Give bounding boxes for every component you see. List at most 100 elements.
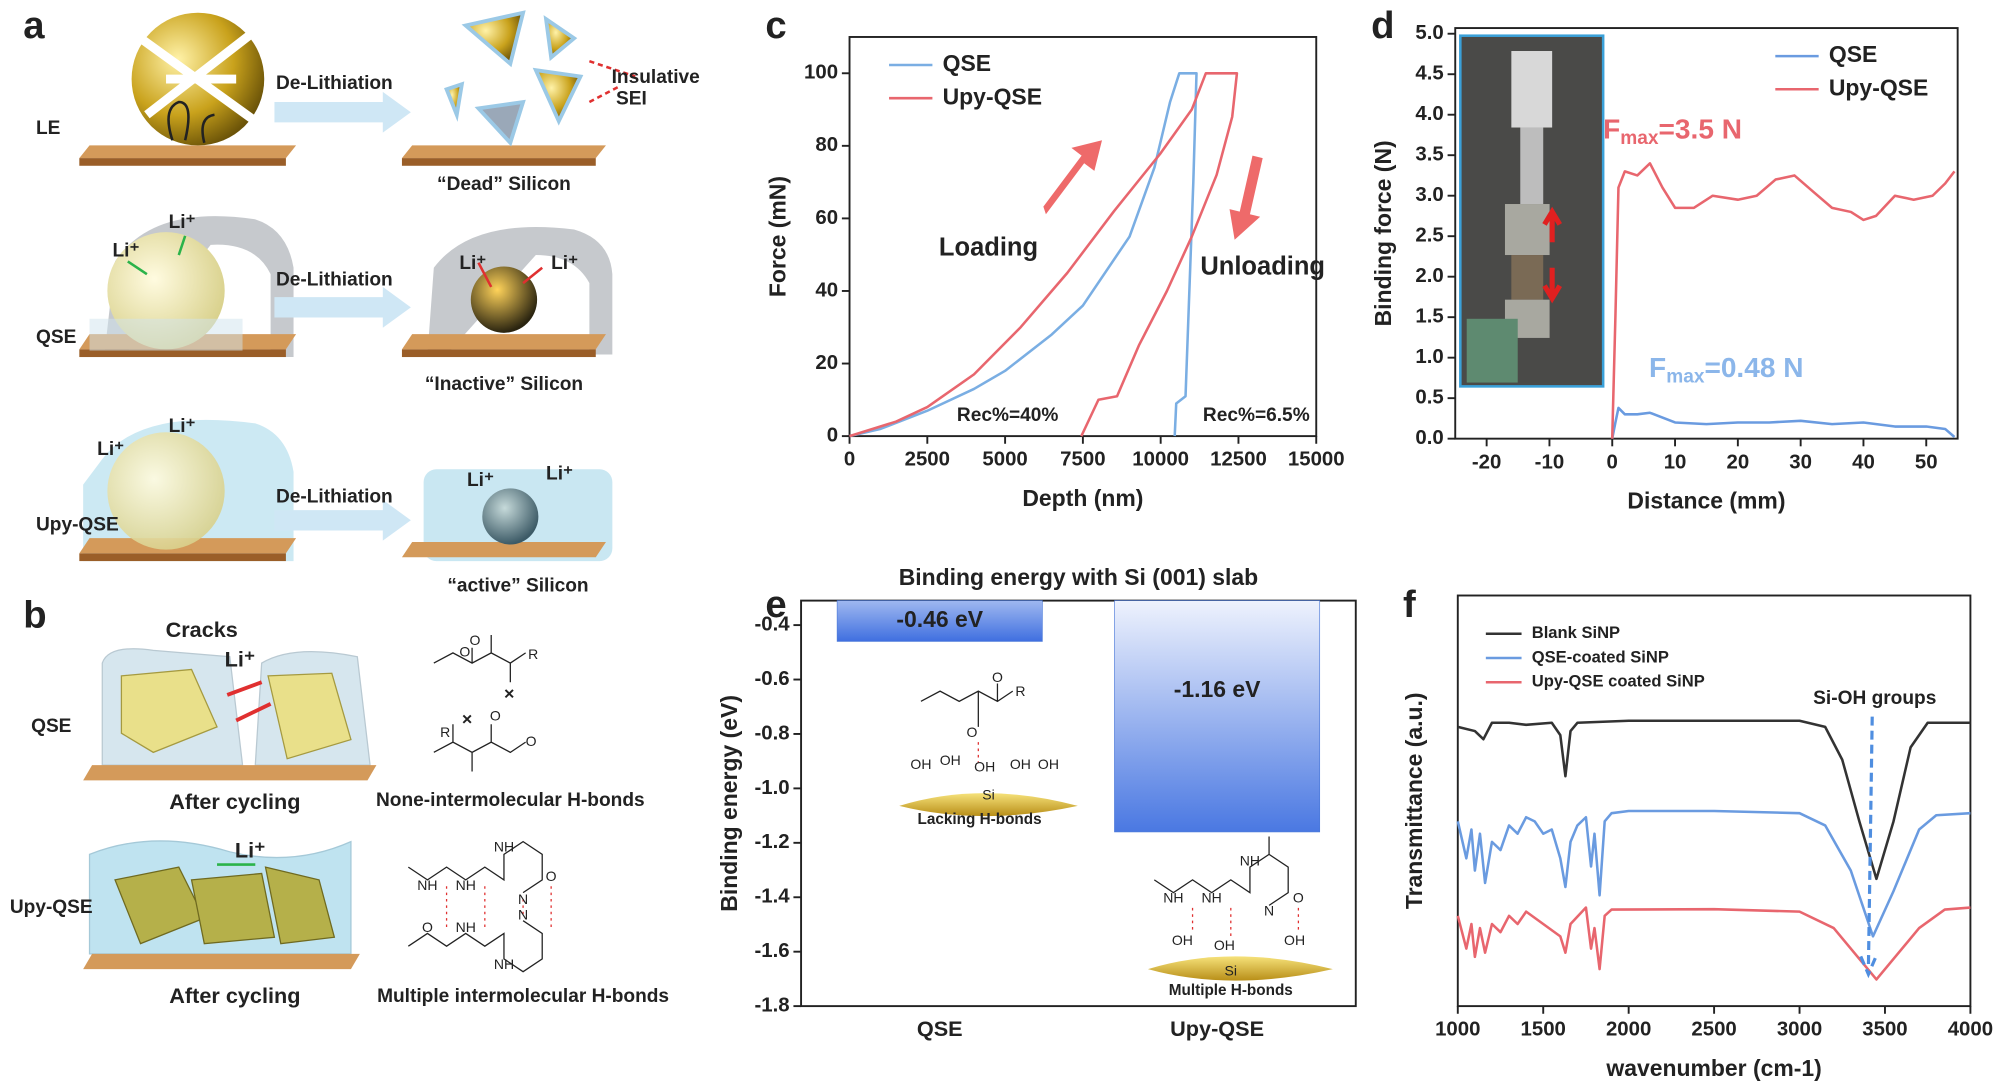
y-axis-label: Binding force (N) xyxy=(1370,140,1396,326)
arrow xyxy=(1542,206,1562,304)
x-tick-label: 50 xyxy=(1915,451,1938,473)
y-tick-label: 4.0 xyxy=(1415,103,1443,125)
x-tick-label: Upy-QSE xyxy=(1170,1016,1264,1041)
inset-photo xyxy=(1459,34,1605,388)
substrate xyxy=(79,553,286,562)
panel-label: c xyxy=(765,4,786,47)
legend-label: QSE xyxy=(1829,41,1877,67)
annotation-arrow xyxy=(1859,716,1878,979)
annotation-part: =0.48 N xyxy=(1704,352,1803,383)
x-tick-label: 5000 xyxy=(982,449,1027,471)
x-tick-label: 10000 xyxy=(1132,449,1189,471)
y-tick-label: 3.0 xyxy=(1415,184,1443,206)
x-tick-label: 1500 xyxy=(1521,1019,1566,1041)
y-tick-label: 0 xyxy=(827,425,838,447)
fragment xyxy=(543,15,578,62)
atom: OH xyxy=(1010,756,1031,772)
electrolyte xyxy=(89,318,243,351)
y-tick-label: 1.0 xyxy=(1415,346,1443,368)
binder xyxy=(167,100,215,144)
y-tick-label: 20 xyxy=(815,352,838,374)
si-surface xyxy=(899,793,1078,817)
cracks-label: Cracks xyxy=(166,617,238,642)
molecule xyxy=(433,635,526,683)
x-tick-label: 40 xyxy=(1852,451,1875,473)
substrate xyxy=(401,541,606,558)
panel-label: e xyxy=(765,583,786,626)
panel-label: b xyxy=(23,593,46,636)
substrate xyxy=(83,953,360,970)
y-tick-label: 40 xyxy=(815,279,838,301)
annotation: Rec%=6.5% xyxy=(1203,405,1310,426)
atom: NH xyxy=(494,956,514,972)
process-label: De-Lithiation xyxy=(276,73,393,94)
ion-arrow xyxy=(226,680,272,723)
plot-frame xyxy=(800,599,1357,1008)
atom: NH xyxy=(1163,890,1183,906)
process-label: De-Lithiation xyxy=(276,486,393,507)
fragment xyxy=(532,67,584,126)
ion-label: Li⁺ xyxy=(551,253,578,274)
molecule xyxy=(920,683,1014,727)
arrow xyxy=(274,286,411,328)
substrate xyxy=(79,349,286,358)
legend-label: Upy-QSE xyxy=(943,83,1042,109)
ion-label: Li⁺ xyxy=(225,646,256,671)
legend-label: Blank SiNP xyxy=(1532,623,1620,642)
atom: R xyxy=(528,646,538,662)
x-axis-label: Depth (nm) xyxy=(1022,485,1143,511)
annotation-part: =3.5 N xyxy=(1659,114,1742,145)
result-label: “Dead” Silicon xyxy=(437,174,571,195)
data-line xyxy=(1457,719,1971,881)
data-line xyxy=(849,72,1239,438)
bar xyxy=(836,600,1043,642)
sei-label: SEI xyxy=(616,89,647,110)
cross: × xyxy=(504,684,514,704)
annotation-part: max xyxy=(1666,366,1705,387)
molecule xyxy=(1153,836,1289,906)
sei-label: Insulative xyxy=(612,67,700,88)
plot-frame xyxy=(1454,27,1959,440)
structures-e xyxy=(899,683,1333,981)
pointer xyxy=(588,59,636,104)
legend-label: QSE-coated SiNP xyxy=(1532,647,1669,666)
substrate xyxy=(401,334,606,350)
annotation-part: F xyxy=(1649,352,1666,383)
x-tick-label: 1000 xyxy=(1435,1019,1480,1041)
atom: O xyxy=(490,707,501,723)
atom: N xyxy=(1264,902,1274,918)
x-tick-label: 2500 xyxy=(1691,1019,1736,1041)
ion-label: Li⁺ xyxy=(169,212,196,233)
y-tick-label: 80 xyxy=(815,134,838,156)
atom: O xyxy=(422,919,433,935)
row-label: QSE xyxy=(36,327,76,348)
fragment xyxy=(461,10,526,68)
y-tick-label: 0.5 xyxy=(1415,387,1443,409)
substrate xyxy=(401,158,596,166)
shell xyxy=(427,226,613,355)
h-bond xyxy=(1191,907,1300,938)
y-tick-label: -0.6 xyxy=(754,668,789,690)
atom: OH xyxy=(1284,932,1305,948)
y-tick-label: 1.5 xyxy=(1415,306,1443,328)
x-tick-label: 3500 xyxy=(1862,1019,1907,1041)
photo-part xyxy=(1511,255,1544,300)
y-tick-label: -1.8 xyxy=(754,995,789,1017)
atom: OH xyxy=(1214,937,1235,953)
y-tick-label: 3.5 xyxy=(1415,144,1443,166)
panel-a: a De-Lithiation Insulative SEI LE “Dead”… xyxy=(23,4,700,596)
atom: OH xyxy=(974,758,995,774)
annotation: Si-OH groups xyxy=(1813,688,1936,709)
x-tick-label: 30 xyxy=(1789,451,1812,473)
silicon-fragment xyxy=(264,866,336,945)
row-label: LE xyxy=(36,118,60,139)
annotation: Fmax=0.48 N xyxy=(1649,352,1803,387)
x-tick-label: -20 xyxy=(1472,451,1501,473)
y-axis-label: Binding energy (eV) xyxy=(716,695,742,912)
atom: NH xyxy=(1202,890,1222,906)
panel-label: a xyxy=(23,4,45,47)
x-tick-label: 15000 xyxy=(1288,449,1345,471)
annotation: Lacking H-bonds xyxy=(918,811,1042,828)
caption: After cycling xyxy=(169,983,300,1008)
ion-label: Li⁺ xyxy=(97,439,124,460)
